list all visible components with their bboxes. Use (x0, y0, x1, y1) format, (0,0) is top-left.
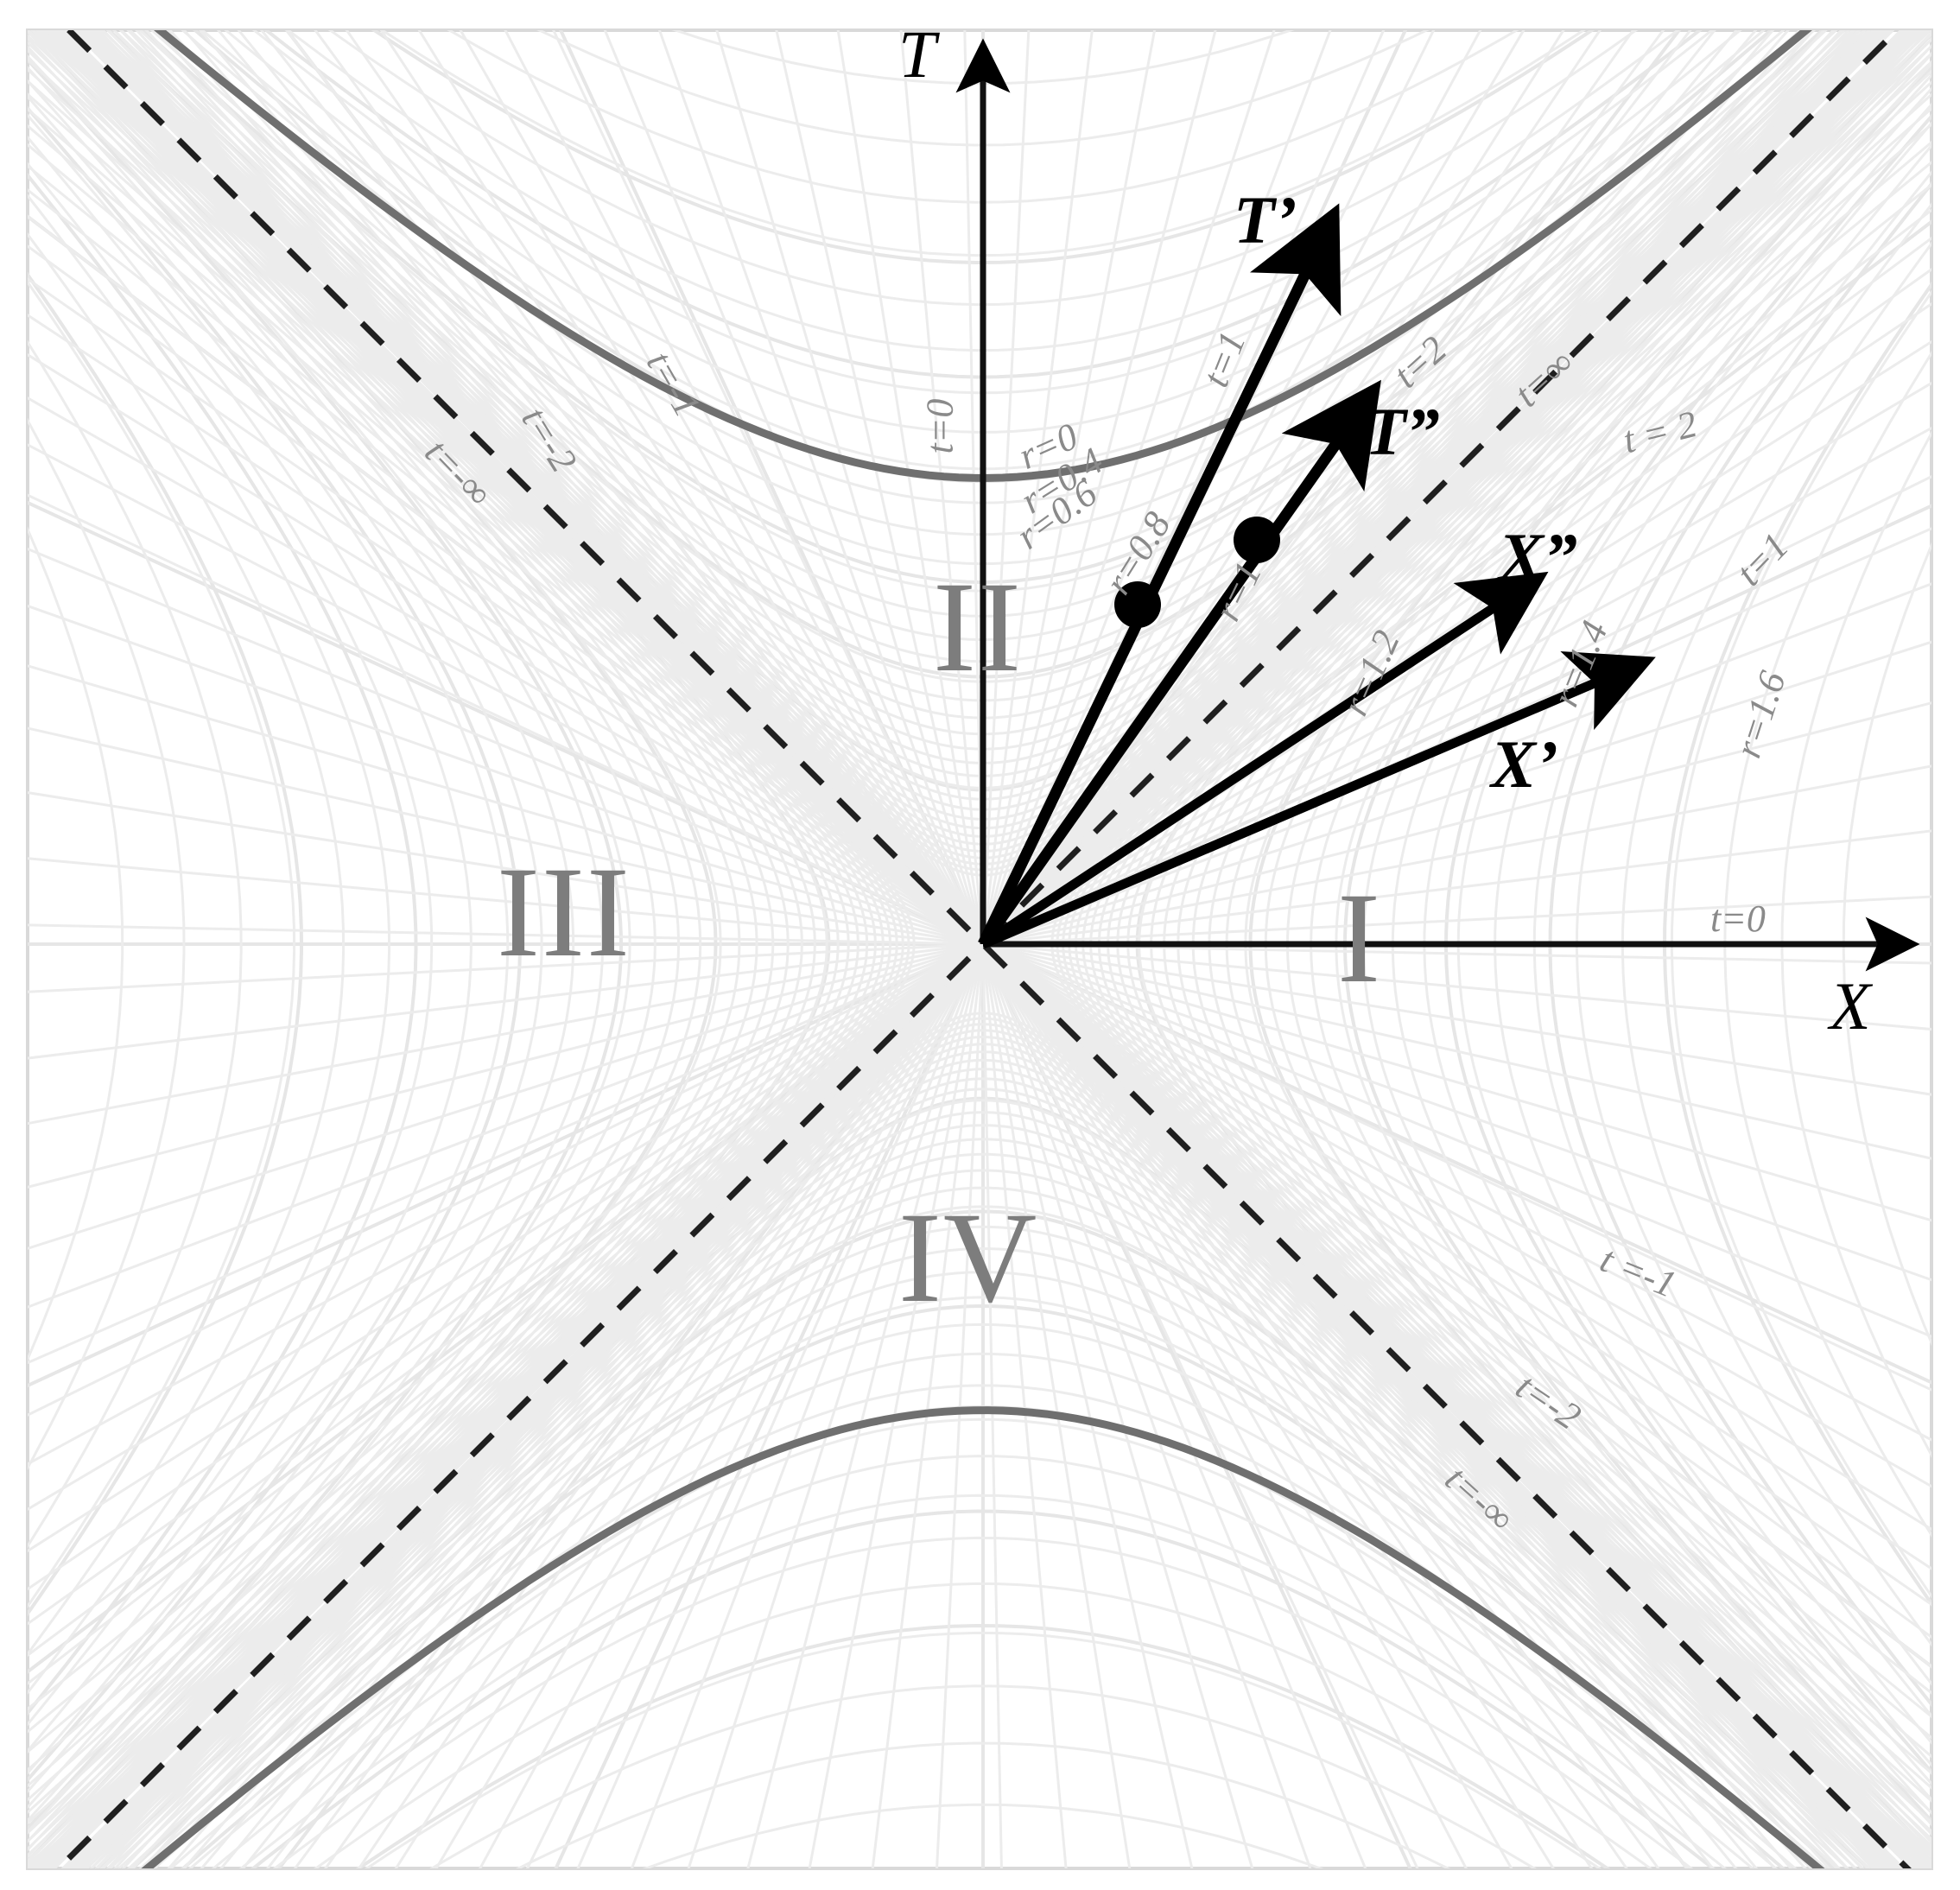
axis-label-T: T (898, 16, 936, 92)
axis-X-prime (980, 650, 1656, 949)
axis-T-double-prime (978, 379, 1381, 948)
t-label-0-vert: t=0 (918, 398, 961, 454)
figure-frame (26, 29, 1933, 1870)
t-label-0-right: t=0 (1710, 897, 1766, 940)
region-label-IV: IV (898, 1186, 1039, 1329)
event-point-b[interactable] (1234, 517, 1280, 563)
axis-label-X-prime: X’ (1491, 726, 1558, 802)
event-point-a[interactable] (1114, 581, 1161, 628)
region-label-II: II (933, 555, 1023, 699)
region-label-I: I (1337, 866, 1382, 1010)
region-label-III: III (497, 840, 631, 984)
axis-label-T-prime: T’ (1234, 182, 1297, 257)
axis-X-double-prime (980, 571, 1549, 948)
axis-label-T-double-prime: T” (1365, 394, 1440, 469)
axis-label-X-double-prime: X” (1499, 519, 1578, 594)
axis-label-X: X (1830, 968, 1871, 1043)
